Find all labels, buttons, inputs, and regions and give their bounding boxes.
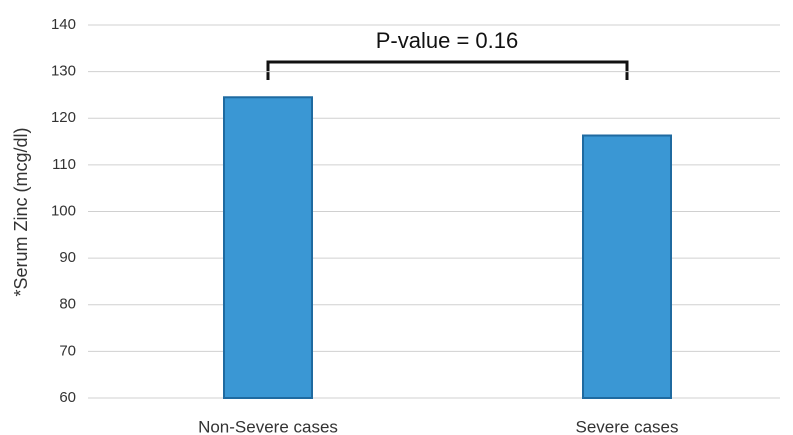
- y-tick-label: 110: [52, 156, 76, 173]
- y-tick-label: 130: [51, 63, 76, 80]
- y-tick-label: 70: [59, 342, 76, 359]
- y-tick-label: 80: [59, 296, 76, 313]
- bracket: [266, 60, 629, 80]
- x-tick-label: Non-Severe cases: [198, 417, 338, 435]
- x-tick-label: Severe cases: [576, 417, 679, 435]
- y-tick-label: 120: [51, 109, 76, 126]
- annotation: P-value = 0.16: [376, 28, 518, 53]
- y-tick-label: 60: [59, 389, 76, 406]
- bar: [582, 134, 672, 399]
- y-tick-label: 140: [51, 16, 76, 33]
- y-tick-label: 90: [59, 249, 76, 266]
- y-axis-label: *Serum Zinc (mcg/dl): [11, 127, 31, 296]
- y-tick-label: 100: [51, 202, 76, 219]
- bar: [223, 96, 313, 400]
